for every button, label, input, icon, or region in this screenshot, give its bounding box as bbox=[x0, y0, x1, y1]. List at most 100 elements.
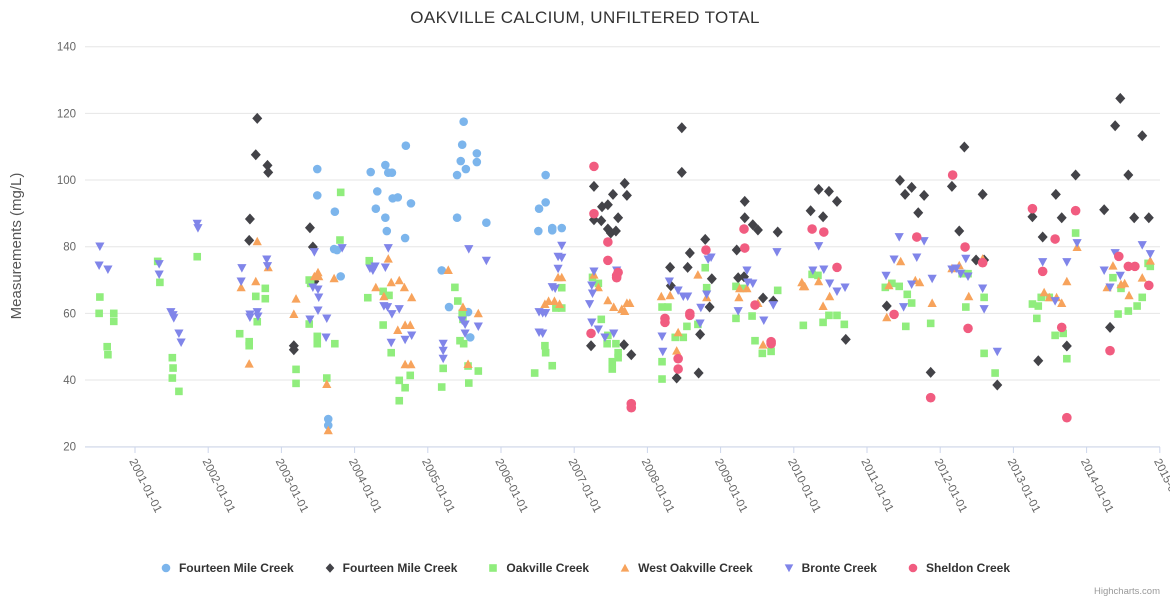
data-point[interactable] bbox=[1059, 329, 1067, 338]
data-point[interactable] bbox=[693, 270, 703, 279]
data-point[interactable] bbox=[656, 291, 666, 301]
data-point[interactable] bbox=[799, 321, 808, 330]
data-point[interactable] bbox=[603, 295, 613, 305]
data-point[interactable] bbox=[1137, 130, 1148, 142]
data-point[interactable] bbox=[456, 156, 466, 166]
data-point[interactable] bbox=[550, 284, 560, 293]
data-point[interactable] bbox=[382, 226, 392, 236]
data-point[interactable] bbox=[451, 283, 459, 292]
data-point[interactable] bbox=[614, 348, 622, 357]
data-point[interactable] bbox=[964, 291, 974, 301]
data-point[interactable] bbox=[443, 265, 453, 274]
data-point[interactable] bbox=[888, 279, 896, 288]
data-point[interactable] bbox=[915, 277, 925, 287]
data-point[interactable] bbox=[607, 188, 618, 200]
data-point[interactable] bbox=[444, 302, 454, 312]
data-point[interactable] bbox=[557, 241, 567, 251]
data-point[interactable] bbox=[401, 383, 409, 392]
data-point[interactable] bbox=[825, 279, 835, 288]
data-point[interactable] bbox=[889, 309, 899, 320]
data-point[interactable] bbox=[459, 339, 468, 348]
data-point[interactable] bbox=[312, 164, 322, 174]
data-point[interactable] bbox=[1033, 355, 1044, 367]
data-point[interactable] bbox=[768, 301, 778, 310]
data-point[interactable] bbox=[1124, 290, 1134, 300]
data-point[interactable] bbox=[1037, 266, 1048, 277]
data-point[interactable] bbox=[552, 304, 560, 312]
data-point[interactable] bbox=[472, 149, 482, 158]
data-point[interactable] bbox=[664, 303, 672, 311]
data-point[interactable] bbox=[192, 219, 202, 229]
data-point[interactable] bbox=[900, 188, 911, 200]
data-point[interactable] bbox=[818, 211, 829, 223]
data-point[interactable] bbox=[702, 290, 712, 299]
data-point[interactable] bbox=[676, 122, 687, 134]
data-point[interactable] bbox=[168, 353, 177, 362]
data-point[interactable] bbox=[959, 141, 970, 153]
data-point[interactable] bbox=[614, 353, 622, 362]
data-point[interactable] bbox=[336, 188, 345, 197]
data-point[interactable] bbox=[104, 350, 112, 359]
data-point[interactable] bbox=[252, 308, 262, 317]
data-point[interactable] bbox=[534, 204, 544, 213]
data-point[interactable] bbox=[679, 333, 688, 342]
data-point[interactable] bbox=[608, 365, 617, 373]
data-point[interactable] bbox=[401, 141, 411, 150]
data-point[interactable] bbox=[438, 339, 448, 349]
data-point[interactable] bbox=[236, 282, 246, 292]
data-point[interactable] bbox=[322, 379, 332, 388]
data-point[interactable] bbox=[683, 292, 693, 301]
data-point[interactable] bbox=[671, 333, 680, 342]
data-point[interactable] bbox=[1061, 340, 1072, 352]
data-point[interactable] bbox=[309, 248, 319, 257]
data-point[interactable] bbox=[330, 207, 340, 216]
data-point[interactable] bbox=[766, 338, 776, 349]
data-point[interactable] bbox=[1105, 321, 1116, 333]
data-point[interactable] bbox=[1037, 293, 1046, 302]
data-point[interactable] bbox=[323, 414, 333, 424]
data-point[interactable] bbox=[1050, 188, 1061, 200]
data-point[interactable] bbox=[399, 282, 409, 292]
data-point[interactable] bbox=[613, 267, 623, 278]
data-point[interactable] bbox=[1117, 284, 1125, 293]
data-point[interactable] bbox=[1124, 307, 1133, 315]
data-point[interactable] bbox=[683, 322, 691, 331]
data-point[interactable] bbox=[926, 319, 935, 328]
data-point[interactable] bbox=[992, 347, 1002, 357]
data-point[interactable] bbox=[742, 283, 752, 293]
data-point[interactable] bbox=[366, 167, 376, 177]
data-point[interactable] bbox=[750, 300, 760, 310]
data-point[interactable] bbox=[174, 329, 184, 338]
data-point[interactable] bbox=[960, 242, 970, 252]
data-point[interactable] bbox=[951, 264, 961, 273]
data-point[interactable] bbox=[169, 364, 177, 372]
data-point[interactable] bbox=[557, 304, 566, 312]
data-point[interactable] bbox=[473, 322, 483, 331]
data-point[interactable] bbox=[472, 157, 482, 167]
data-point[interactable] bbox=[840, 320, 849, 329]
data-point[interactable] bbox=[394, 305, 404, 314]
data-point[interactable] bbox=[337, 244, 347, 253]
data-point[interactable] bbox=[452, 170, 462, 180]
data-point[interactable] bbox=[553, 264, 563, 274]
diamond-marker-icon[interactable] bbox=[325, 563, 334, 573]
data-point[interactable] bbox=[193, 224, 203, 233]
data-point[interactable] bbox=[840, 283, 850, 292]
data-point[interactable] bbox=[671, 372, 682, 384]
data-point[interactable] bbox=[530, 369, 539, 377]
circle-marker-icon[interactable] bbox=[161, 563, 171, 573]
data-point[interactable] bbox=[586, 328, 596, 339]
data-point[interactable] bbox=[625, 298, 635, 307]
data-point[interactable] bbox=[235, 329, 244, 338]
data-point[interactable] bbox=[109, 309, 118, 318]
data-point[interactable] bbox=[772, 226, 783, 238]
legend-item-bronte-creek[interactable]: Bronte Creek bbox=[783, 561, 877, 575]
data-point[interactable] bbox=[748, 279, 758, 288]
data-point[interactable] bbox=[700, 233, 711, 245]
data-point[interactable] bbox=[1070, 169, 1081, 181]
data-point[interactable] bbox=[1044, 292, 1054, 302]
data-point[interactable] bbox=[405, 320, 415, 329]
data-point[interactable] bbox=[1137, 273, 1147, 282]
data-point[interactable] bbox=[694, 320, 702, 329]
data-point[interactable] bbox=[474, 367, 483, 375]
